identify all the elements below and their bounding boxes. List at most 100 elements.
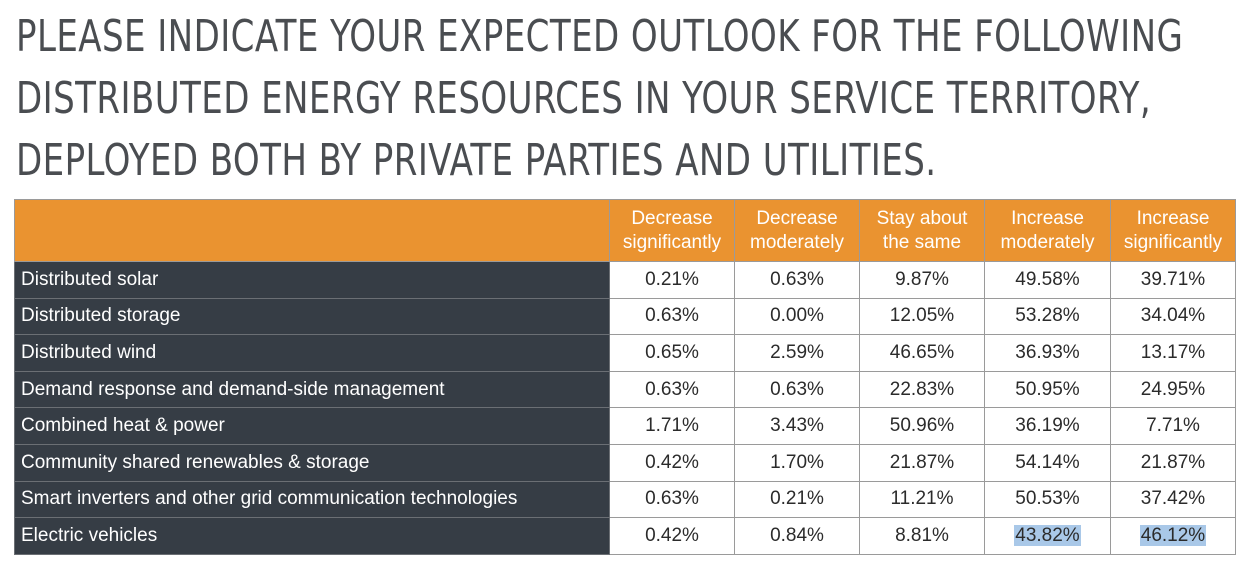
cell-value: 0.63%	[645, 488, 699, 510]
cell-value: 0.42%	[645, 524, 699, 546]
cell-value: 50.96%	[889, 415, 955, 437]
cell-value: 43.82%	[1014, 524, 1081, 546]
cell-value: 7.71%	[1146, 415, 1200, 437]
table-cell: 7.71%	[1110, 407, 1236, 445]
table-cell: 36.19%	[984, 407, 1111, 445]
title-line-3: DEPLOYED BOTH BY PRIVATE PARTIES AND UTI…	[16, 135, 937, 186]
table-row: Demand response and demand-side manageme…	[14, 370, 1236, 409]
cell-value: 22.83%	[889, 378, 955, 400]
chart-title: PLEASE INDICATE YOUR EXPECTED OUTLOOK FO…	[16, 6, 1184, 192]
table-cell: 36.93%	[984, 334, 1111, 372]
row-label: Combined heat & power	[14, 407, 610, 445]
header-corner	[14, 199, 610, 262]
table-cell: 8.81%	[859, 517, 985, 555]
cell-value: 36.19%	[1015, 415, 1080, 437]
column-header-line-2: moderately	[750, 231, 844, 253]
table-cell: 0.42%	[609, 443, 735, 482]
column-header-line-1: Stay about	[876, 207, 968, 229]
column-header-line-1: Increase	[1136, 207, 1210, 229]
cell-value: 0.00%	[770, 305, 824, 327]
row-label: Distributed wind	[14, 334, 610, 372]
cell-value: 12.05%	[889, 305, 955, 327]
cell-value: 37.42%	[1140, 488, 1206, 510]
table-cell: 37.42%	[1110, 480, 1236, 519]
table-cell: 11.21%	[859, 480, 985, 519]
table-cell: 0.42%	[609, 517, 735, 555]
title-line-1: PLEASE INDICATE YOUR EXPECTED OUTLOOK FO…	[16, 11, 1184, 62]
cell-value: 46.12%	[1139, 524, 1207, 546]
table-row: Distributed solar 0.21% 0.63% 9.87% 49.58% 39…	[14, 261, 1236, 299]
row-label: Community shared renewables & storage	[14, 443, 610, 482]
cell-value: 49.58%	[1015, 268, 1080, 290]
cell-value: 24.95%	[1140, 378, 1206, 400]
cell-value: 46.65%	[889, 341, 955, 363]
table-cell: 3.43%	[734, 407, 860, 445]
cell-value: 0.65%	[645, 341, 699, 363]
cell-value: 21.87%	[1140, 451, 1206, 473]
column-header: Decrease moderately	[734, 199, 860, 262]
cell-value: 3.43%	[770, 415, 824, 437]
table-cell: 53.28%	[984, 297, 1111, 336]
table-cell: 22.83%	[859, 370, 985, 409]
table-cell: 0.84%	[734, 517, 860, 555]
table-row: Electric vehicles 0.42% 0.84% 8.81% 43.82% 46…	[14, 517, 1236, 555]
table-body: Distributed solar 0.21% 0.63% 9.87% 49.58% 39…	[14, 261, 1236, 555]
title-line-2: DISTRIBUTED ENERGY RESOURCES IN YOUR SER…	[16, 73, 1152, 124]
table-cell: 13.17%	[1110, 334, 1236, 372]
cell-value: 0.63%	[770, 268, 824, 290]
table-cell: 21.87%	[859, 443, 985, 482]
cell-value: 50.53%	[1015, 488, 1080, 510]
table-row: Community shared renewables & storage 0.4…	[14, 443, 1236, 482]
table-cell: 0.00%	[734, 297, 860, 336]
table-row: Smart inverters and other grid communica…	[14, 480, 1236, 519]
cell-value: 50.95%	[1015, 378, 1080, 400]
table-cell: 46.65%	[859, 334, 985, 372]
column-header-line-2: the same	[882, 231, 962, 253]
table-cell: 2.59%	[734, 334, 860, 372]
cell-value: 36.93%	[1015, 341, 1080, 363]
table-row: Distributed wind 0.65% 2.59% 46.65% 36.93% 13…	[14, 334, 1236, 372]
cell-value: 0.42%	[645, 451, 699, 473]
table-cell: 0.21%	[609, 261, 735, 299]
column-header-line-1: Decrease	[756, 207, 838, 229]
cell-value: 13.17%	[1140, 341, 1206, 363]
column-header-line-2: significantly	[622, 231, 722, 253]
cell-value: 0.63%	[645, 305, 699, 327]
table-cell: 1.71%	[609, 407, 735, 445]
table-cell: 34.04%	[1110, 297, 1236, 336]
table-cell: 46.12%	[1110, 517, 1236, 555]
cell-value: 0.63%	[645, 378, 699, 400]
table-cell: 0.63%	[609, 370, 735, 409]
cell-value: 11.21%	[890, 488, 954, 510]
cell-value: 21.87%	[889, 451, 955, 473]
table-cell: 0.63%	[734, 370, 860, 409]
table-row: Combined heat & power 1.71% 3.43% 50.96% 36.…	[14, 407, 1236, 445]
table-header: Decrease significantly Decrease moderately S…	[14, 199, 1236, 262]
cell-value: 39.71%	[1140, 268, 1206, 290]
cell-value: 34.04%	[1140, 305, 1206, 327]
cell-value: 0.84%	[770, 524, 824, 546]
row-label: Demand response and demand-side manageme…	[14, 370, 610, 409]
cell-value: 1.71%	[645, 415, 699, 437]
table-cell: 54.14%	[984, 443, 1111, 482]
table-cell: 50.53%	[984, 480, 1111, 519]
cell-value: 2.59%	[770, 341, 824, 363]
row-label: Smart inverters and other grid communica…	[14, 480, 610, 519]
column-header: Increase significantly	[1110, 199, 1236, 262]
cell-value: 53.28%	[1015, 305, 1080, 327]
column-header-line-2: moderately	[1000, 231, 1095, 253]
table-row: Distributed storage 0.63% 0.00% 12.05% 53.28…	[14, 297, 1236, 336]
table-cell: 39.71%	[1110, 261, 1236, 299]
table-cell: 21.87%	[1110, 443, 1236, 482]
cell-value: 0.63%	[770, 378, 824, 400]
cell-value: 54.14%	[1015, 451, 1080, 473]
column-header-line-1: Decrease	[631, 207, 713, 229]
table-cell: 12.05%	[859, 297, 985, 336]
column-header: Stay about the same	[859, 199, 985, 262]
header-row: Decrease significantly Decrease moderately S…	[14, 199, 1236, 262]
table-cell: 0.21%	[734, 480, 860, 519]
table-cell: 24.95%	[1110, 370, 1236, 409]
row-label: Electric vehicles	[14, 517, 610, 555]
column-header-line-1: Increase	[1011, 207, 1084, 229]
table-cell: 50.95%	[984, 370, 1111, 409]
